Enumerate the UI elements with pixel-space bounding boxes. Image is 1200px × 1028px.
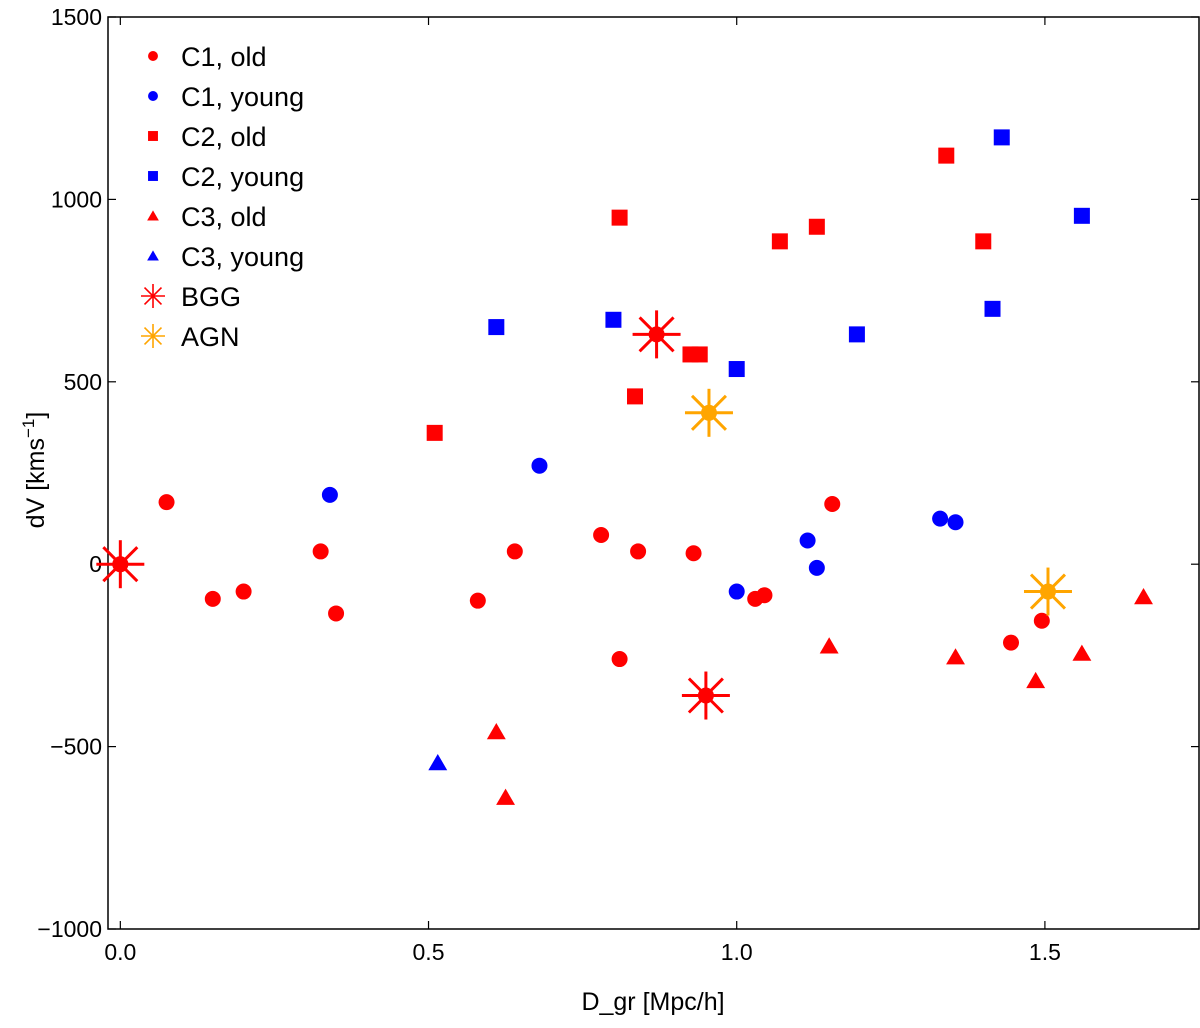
c1-young-point [728, 583, 745, 600]
bgg-point [96, 540, 145, 589]
c2-young-point [488, 319, 505, 336]
legend-marker-c3-old [147, 210, 159, 221]
bgg-point [681, 671, 730, 720]
c1-young-point [808, 559, 825, 576]
x-tick-label: 1.5 [1029, 939, 1061, 965]
c2-old-point [975, 233, 992, 250]
y-axis-title-main: dV [kms [22, 438, 50, 528]
bgg-star [96, 540, 145, 589]
legend-marker-c1-young [148, 91, 158, 101]
c2-young-point [984, 300, 1001, 317]
data-points [96, 129, 1153, 805]
y-tick-label: 1000 [51, 186, 102, 212]
c2-young-point [605, 311, 622, 328]
x-tick-label: 1.0 [721, 939, 753, 965]
c1-young-point [799, 532, 816, 549]
x-tick-label: 0.5 [413, 939, 445, 965]
legend-label-c2-young: C2, young [181, 162, 304, 192]
legend-marker-bgg [141, 284, 165, 308]
c3-old-point [1072, 644, 1092, 661]
plot-frame [107, 16, 1200, 930]
c1-old-point [756, 587, 773, 604]
y-axis-title-superscript: −1 [19, 419, 38, 438]
agn-star [1023, 567, 1072, 616]
c1-old-point [824, 496, 841, 513]
c3-old-point [819, 637, 839, 654]
bgg-star [632, 310, 681, 359]
c1-old-point [312, 543, 329, 560]
legend-label-agn: AGN [181, 322, 240, 352]
legend-marker-c3-young [147, 250, 159, 261]
legend-label-bgg: BGG [181, 282, 241, 312]
x-tick-label: 0.0 [104, 939, 136, 965]
c1-old-point [204, 590, 221, 607]
c1-young-point [321, 486, 338, 503]
c1-young-point [932, 510, 949, 527]
legend-marker-c2-old [148, 131, 158, 141]
c2-young-point [848, 326, 865, 343]
c2-old-point [771, 233, 788, 250]
c1-old-point [328, 605, 345, 622]
c1-old-point [158, 494, 175, 511]
legend: C1, old C1, young C2, old C2, young C3, old C… [141, 42, 304, 352]
legend-label-c3-young: C3, young [181, 242, 304, 272]
legend-label-c3-old: C3, old [181, 202, 267, 232]
y-tick-label: 1500 [51, 4, 102, 30]
c2-old-point [808, 218, 825, 235]
c1-old-point [235, 583, 252, 600]
c1-old-point [469, 592, 486, 609]
c2-young-point [993, 129, 1010, 146]
agn-star [684, 388, 733, 437]
c3-old-point [486, 723, 506, 740]
y-axis-title: dV [kms−1] [19, 412, 50, 529]
axis-tick-labels: 0.0 0.5 1.0 1.5 −1000 −500 0 500 1000 1500 [37, 4, 1061, 965]
c1-old-point [611, 651, 628, 668]
bgg-star [681, 671, 730, 720]
y-tick-label: 0 [89, 551, 102, 577]
bgg-point [632, 310, 681, 359]
c1-old-point [1003, 634, 1020, 651]
c2-old-point [691, 346, 708, 363]
c2-young-point [728, 361, 745, 378]
c2-old-point [426, 424, 443, 441]
c1-old-point [1033, 612, 1050, 629]
c2-young-point [1073, 207, 1090, 224]
agn-point [684, 388, 733, 437]
agn-point [1023, 567, 1072, 616]
c1-young-point [947, 514, 964, 531]
y-tick-label: −500 [50, 734, 102, 760]
c2-old-point [627, 388, 644, 405]
c3-young-point [428, 754, 448, 771]
y-tick-label: 500 [64, 369, 102, 395]
y-axis-title-close: ] [22, 412, 50, 419]
c3-old-point [496, 788, 516, 805]
y-tick-label: −1000 [37, 916, 102, 942]
legend-marker-agn [141, 324, 165, 348]
c3-old-point [1134, 588, 1153, 605]
c1-old-point [506, 543, 523, 560]
c3-old-point [946, 648, 965, 665]
c1-old-point [630, 543, 647, 560]
c1-old-point [685, 545, 702, 562]
c3-old-point [1026, 671, 1046, 689]
legend-marker-c1-old [148, 51, 158, 61]
legend-label-c1-young: C1, young [181, 82, 304, 112]
legend-label-c2-old: C2, old [181, 122, 267, 152]
legend-label-c1-old: C1, old [181, 42, 267, 72]
c1-young-point [531, 457, 548, 474]
x-axis-title: D_gr [Mpc/h] [581, 988, 724, 1016]
c2-old-point [938, 147, 955, 164]
c2-old-point [611, 209, 628, 226]
c1-old-point [593, 527, 610, 544]
legend-marker-c2-young [148, 171, 158, 181]
